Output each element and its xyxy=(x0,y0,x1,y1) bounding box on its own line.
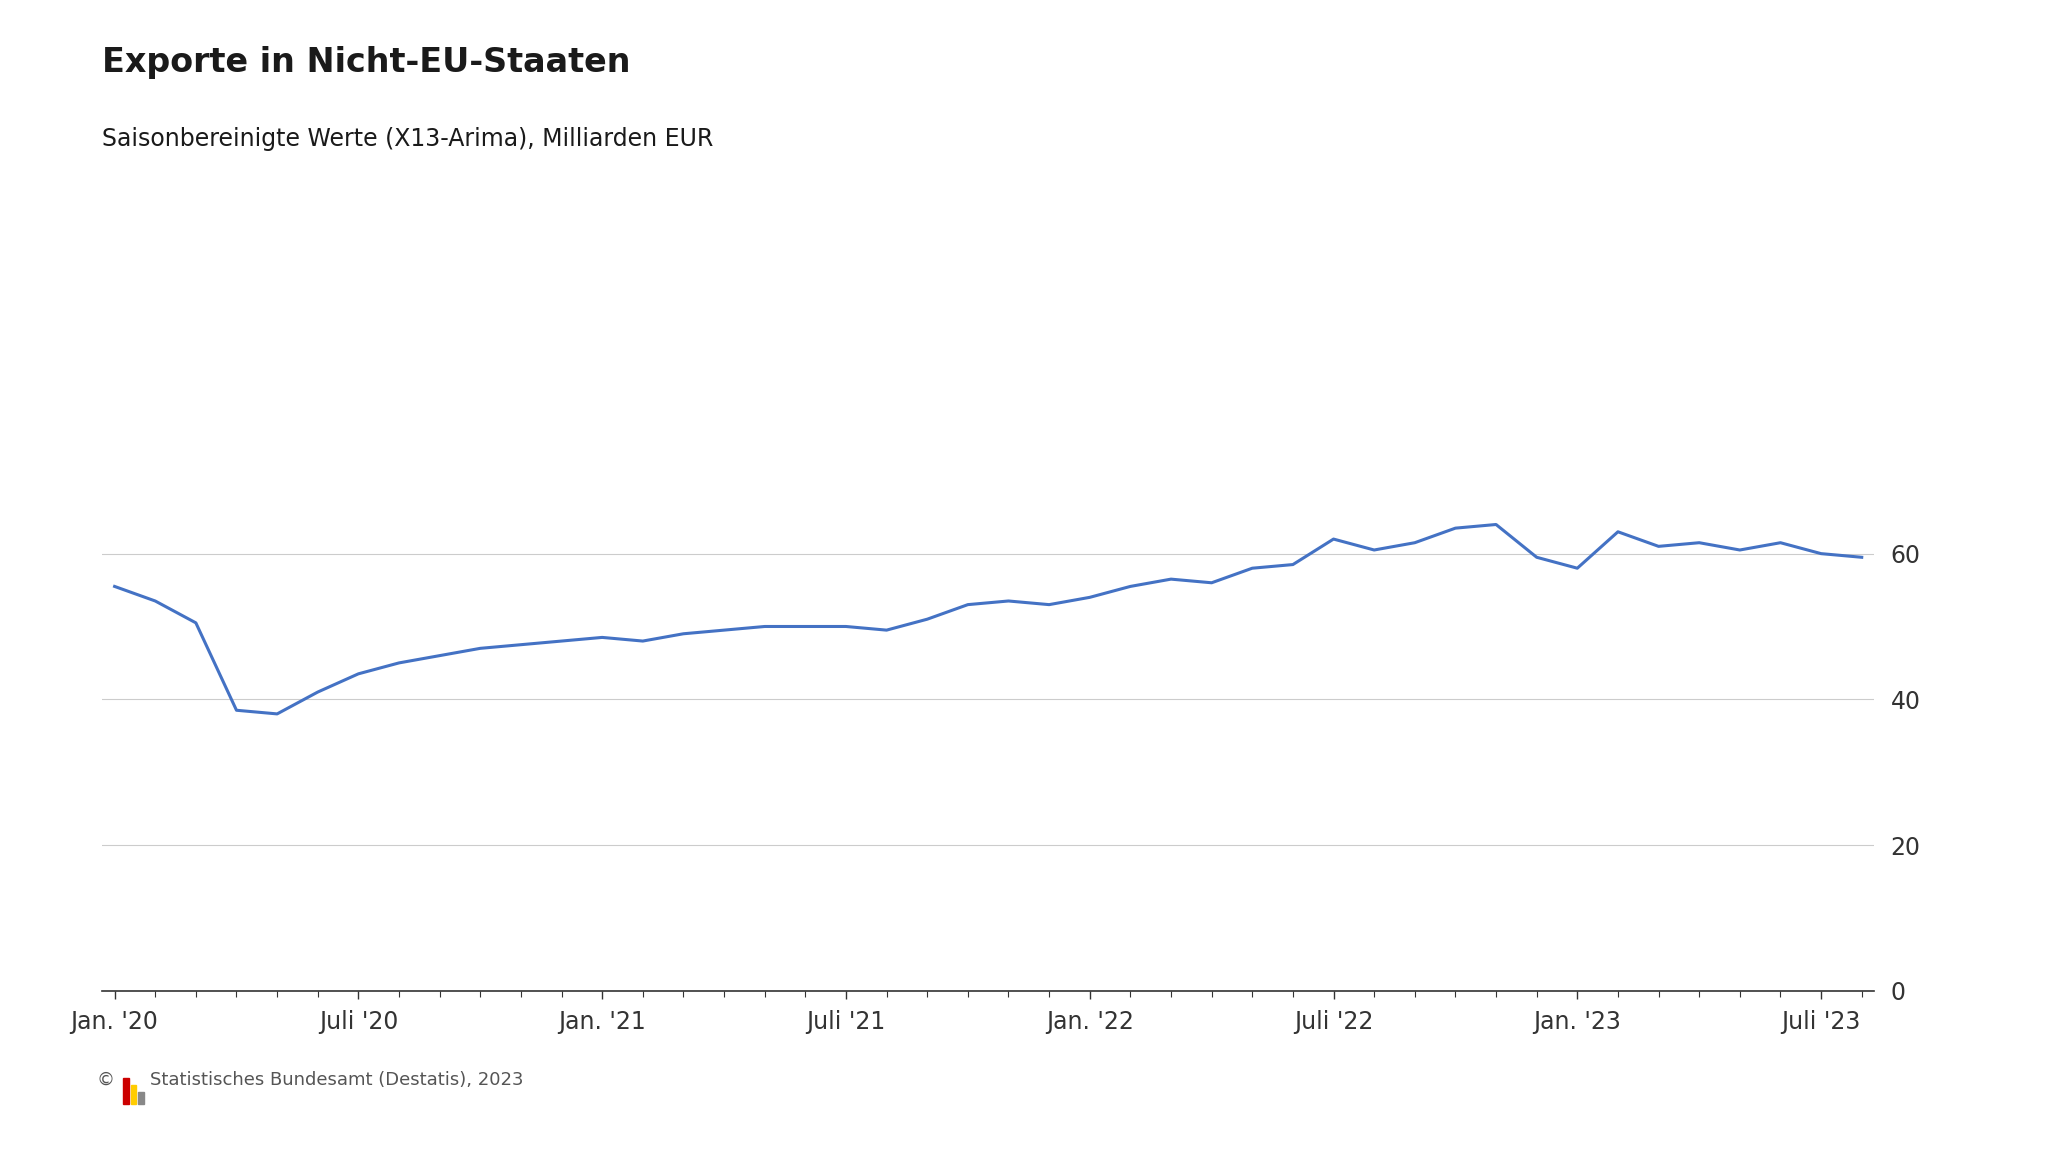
Text: ©: © xyxy=(96,1070,115,1089)
Text: Saisonbereinigte Werte (X13-Arima), Milliarden EUR: Saisonbereinigte Werte (X13-Arima), Mill… xyxy=(102,127,715,151)
Text: Statistisches Bundesamt (Destatis), 2023: Statistisches Bundesamt (Destatis), 2023 xyxy=(150,1070,522,1089)
Text: Exporte in Nicht-EU-Staaten: Exporte in Nicht-EU-Staaten xyxy=(102,46,631,79)
